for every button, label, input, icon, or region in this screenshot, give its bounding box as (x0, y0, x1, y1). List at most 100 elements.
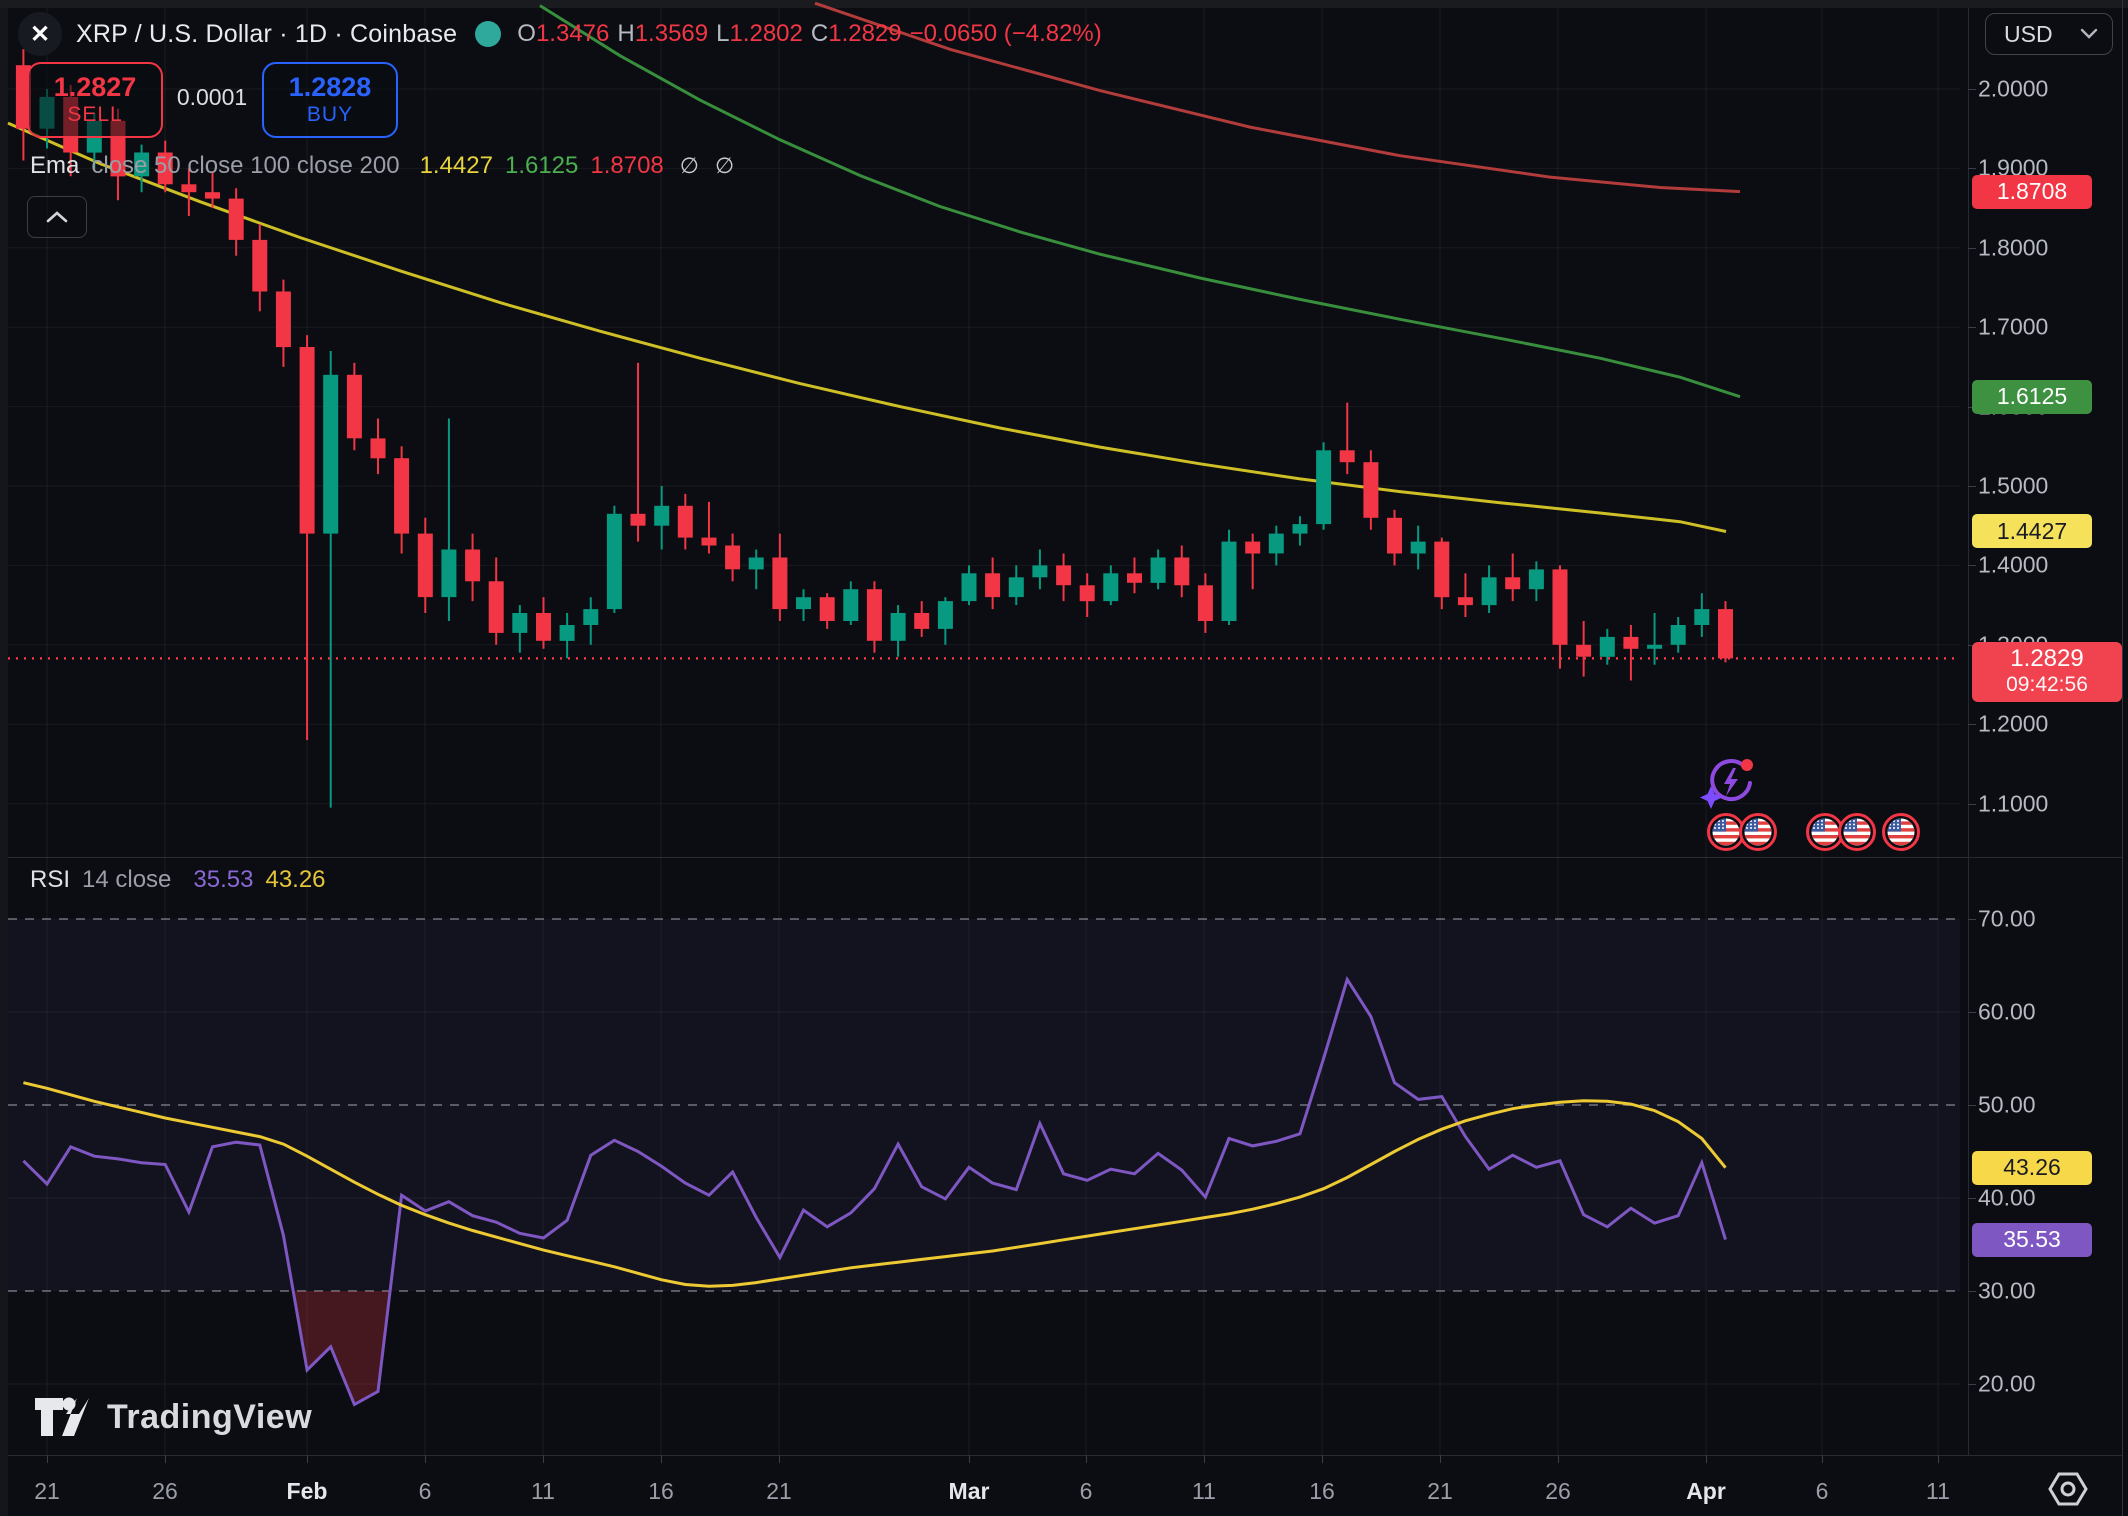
rsi-axis-tick (1968, 1291, 1976, 1292)
time-axis-day-label: 11 (531, 1478, 555, 1504)
settings-button[interactable] (2044, 1468, 2092, 1510)
last-price-value: 1.2829 (2010, 645, 2084, 673)
collapse-panel-button[interactable] (27, 196, 87, 238)
rsi-value-badge: 43.26 (1972, 1150, 2092, 1185)
time-axis-day-label: 26 (152, 1478, 178, 1504)
us-flag-event-icon[interactable] (1838, 813, 1876, 851)
gear-icon (2048, 1472, 2088, 1506)
pane-separator[interactable] (8, 857, 2122, 858)
sell-price: 1.2827 (53, 72, 137, 102)
chevron-up-icon (46, 211, 68, 223)
chevron-down-icon (2080, 28, 2098, 39)
candle-countdown-timer: 09:42:56 (2006, 673, 2088, 697)
price-axis-tick (1968, 327, 1976, 329)
ema50-line (7, 121, 1727, 533)
lightning-icon (1724, 768, 1738, 796)
us-flag-event-icon[interactable] (1806, 813, 1844, 851)
left-gutter (0, 8, 8, 1516)
time-axis-day-label: 21 (34, 1478, 60, 1504)
time-axis-month-label: Feb (286, 1478, 328, 1504)
last-price-countdown-badge: 1.2829 09:42:56 (1972, 642, 2122, 703)
price-axis-label: 1.4000 (1978, 551, 2049, 578)
rsi-axis-tick (1968, 1105, 1976, 1106)
rsi-axis-tick (1968, 1384, 1976, 1385)
currency-dropdown[interactable]: USD (1985, 13, 2113, 55)
time-axis-tick (1204, 1455, 1205, 1463)
currency-value: USD (2004, 20, 2053, 47)
rsi-axis-label: 60.00 (1978, 998, 2036, 1025)
time-axis-tick (543, 1455, 544, 1463)
time-axis-tick (1558, 1455, 1559, 1463)
tradingview-mark-icon (35, 1397, 89, 1436)
buy-button[interactable]: 1.2828 BUY (262, 62, 398, 138)
time-axis-tick (165, 1455, 166, 1463)
price-axis-separator (1968, 8, 1969, 1455)
right-edge-line (2122, 0, 2123, 1516)
rsi-ma-value: 43.26 (265, 866, 326, 893)
tradingview-logo-text: TradingView (107, 1397, 313, 1436)
rsi-axis-label: 50.00 (1978, 1091, 2036, 1118)
ema100-line (539, 4, 1741, 399)
time-axis-month-label: Apr (1686, 1478, 1726, 1504)
time-axis-day-label: 16 (1309, 1478, 1335, 1504)
time-axis-tick (1706, 1455, 1707, 1463)
us-flag-event-icon[interactable] (1882, 813, 1920, 851)
price-axis-label: 1.7000 (1978, 313, 2049, 340)
ema-params: close 50 close 100 close 200 (91, 152, 400, 179)
rsi-axis-label: 30.00 (1978, 1277, 2036, 1304)
time-axis-tick (1822, 1455, 1823, 1463)
rsi-value-badge: 35.53 (1972, 1222, 2092, 1257)
time-axis-day-label: 11 (1192, 1478, 1216, 1504)
time-axis-tick (307, 1455, 308, 1463)
time-axis-day-label: 11 (1926, 1478, 1950, 1504)
rsi-axis-label: 70.00 (1978, 905, 2036, 932)
price-axis-label: 1.2000 (1978, 710, 2049, 737)
ema-name: Ema (30, 152, 80, 179)
low-value: 1.2802 (729, 20, 803, 47)
time-axis-day-label: 21 (1427, 1478, 1453, 1504)
sell-button[interactable]: 1.2827 SELL (27, 62, 163, 138)
price-axis-tick (1968, 486, 1976, 487)
time-axis-day-label: 6 (1815, 1478, 1829, 1504)
close-label: C (810, 20, 829, 47)
time-axis-day-label: 6 (1079, 1478, 1093, 1504)
price-axis-label: 1.8000 (1978, 234, 2049, 261)
time-axis-month-label: Mar (948, 1478, 990, 1504)
time-axis-tick (969, 1455, 970, 1463)
rsi-name: RSI (30, 866, 71, 893)
rsi-indicator-legend[interactable]: RSI 14 close 35.53 43.26 (30, 866, 326, 894)
ai-sparkle-icon[interactable] (1700, 756, 1758, 810)
indicator-price-badge: 1.4427 (1972, 514, 2092, 549)
buy-price: 1.2828 (288, 72, 372, 102)
ema200-line (814, 1, 1741, 194)
time-axis-day-label: 21 (766, 1478, 792, 1504)
rsi-params: 14 close (82, 866, 172, 893)
close-value: 1.2829 (828, 20, 902, 47)
rsi-ma-line (23, 1081, 1727, 1288)
tradingview-logo[interactable]: TradingView (33, 1392, 312, 1442)
xrp-logo-icon[interactable]: ✕ (18, 12, 62, 56)
market-status-icon (475, 21, 502, 47)
time-axis-tick (661, 1455, 662, 1463)
top-strip (0, 0, 2128, 8)
price-axis-label: 1.1000 (1978, 790, 2049, 817)
ema200-value: 1.8708 (590, 152, 664, 179)
rsi-axis-label: 20.00 (1978, 1370, 2036, 1397)
us-flag-event-icon[interactable] (1739, 813, 1777, 851)
open-value: 1.3476 (535, 20, 610, 47)
high-label: H (617, 20, 635, 47)
price-axis-tick (1968, 565, 1976, 567)
low-label: L (716, 20, 730, 47)
price-axis-tick (1968, 168, 1976, 170)
time-axis-tick (425, 1455, 426, 1463)
time-axis-day-label: 6 (418, 1478, 432, 1504)
rsi-axis-tick (1968, 919, 1976, 920)
symbol-title[interactable]: XRP / U.S. Dollar · 1D · Coinbase (76, 19, 458, 48)
time-axis-separator (8, 1455, 2122, 1456)
ema-indicator-legend[interactable]: Ema close 50 close 100 close 200 1.4427 … (30, 152, 734, 180)
time-axis-day-label: 26 (1545, 1478, 1571, 1504)
time-axis-tick (47, 1455, 48, 1463)
ema-empty-set-icon: ∅ (679, 153, 699, 178)
time-axis-day-label: 16 (648, 1478, 674, 1504)
